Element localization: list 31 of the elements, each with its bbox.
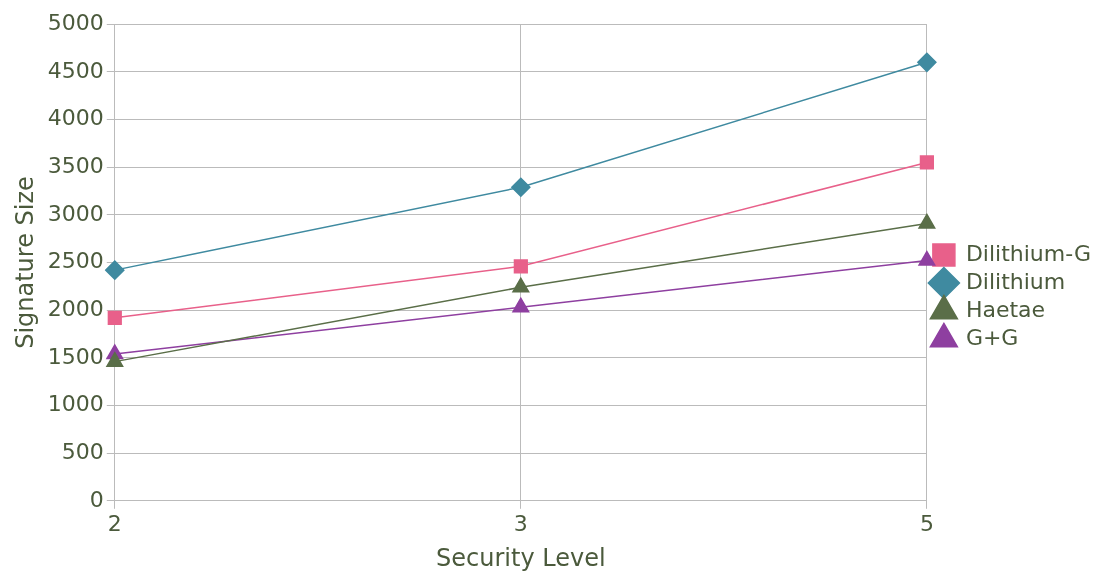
legend-label: Haetae	[965, 296, 1046, 322]
y-tick-label: 2500	[47, 248, 104, 274]
legend-label: G+G	[965, 324, 1019, 350]
y-tick-label: 1000	[47, 391, 104, 417]
y-tick-label: 4500	[47, 57, 104, 83]
x-tick-label: 5	[919, 510, 934, 536]
y-tick-label: 1500	[47, 343, 104, 369]
legend-label: Dilithium	[965, 268, 1066, 294]
point	[918, 250, 936, 266]
y-tick-label: 5000	[47, 9, 104, 35]
point	[512, 297, 530, 313]
x-tick-label: 3	[513, 510, 528, 536]
point	[512, 277, 530, 293]
legend-label: Dilithium-G	[965, 240, 1091, 266]
y-axis-title: Signature Size	[10, 176, 39, 349]
y-tick-label: 4000	[47, 105, 104, 131]
point	[105, 260, 125, 280]
y-tick-label: 500	[61, 438, 104, 464]
point	[511, 177, 531, 197]
x-axis-title: Security Level	[436, 543, 606, 572]
y-tick-label: 3500	[47, 152, 104, 178]
point	[918, 213, 936, 229]
y-tick-label: 3000	[47, 200, 104, 226]
point	[106, 351, 124, 367]
point	[513, 259, 528, 274]
point	[107, 310, 122, 325]
point	[919, 155, 934, 170]
y-tick-label: 2000	[47, 295, 104, 321]
x-tick-label: 2	[107, 510, 122, 536]
y-tick-label: 0	[89, 486, 104, 512]
point	[917, 52, 937, 73]
